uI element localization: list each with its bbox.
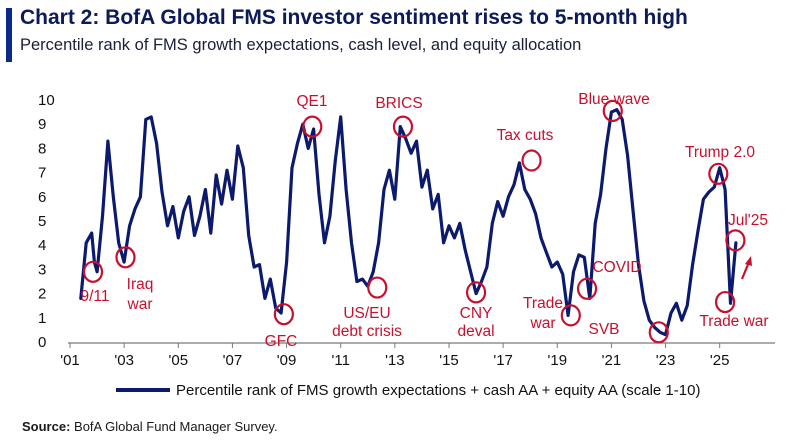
- y-tick-label: 9: [38, 116, 46, 133]
- annotation-circle: [725, 229, 746, 252]
- y-tick-label: 6: [38, 189, 46, 206]
- up-arrow-icon: [740, 256, 752, 280]
- annotation-circle: [115, 246, 136, 269]
- annotation-label: debt crisis: [332, 323, 402, 340]
- annotation-label: Trade war: [699, 313, 768, 330]
- annotation-label: Trump 2.0: [685, 144, 755, 161]
- x-tick-label: '19: [547, 352, 567, 369]
- y-tick-label: 1: [38, 310, 46, 327]
- source-text: BofA Global Fund Manager Survey.: [74, 419, 278, 434]
- annotation-circle: [82, 260, 104, 283]
- annotation-labels: 9/11 Iraq war GFC QE1 US/EU debt crisis …: [80, 91, 768, 350]
- annotation-label: Trade: [523, 295, 563, 312]
- x-tick-label: '05: [169, 352, 189, 369]
- annotation-label: US/EU: [343, 305, 390, 322]
- series-line: [79, 108, 738, 337]
- chart-subtitle: Percentile rank of FMS growth expectatio…: [20, 36, 582, 54]
- y-tick-label: 5: [38, 213, 46, 230]
- y-tick-label: 3: [38, 261, 46, 278]
- annotation-label: Tax cuts: [497, 127, 554, 144]
- annotation-label: Blue wave: [578, 91, 650, 108]
- x-tick-label: '15: [439, 352, 459, 369]
- x-tick-label: '21: [602, 352, 622, 369]
- chart-title: Chart 2: BofA Global FMS investor sentim…: [20, 6, 688, 29]
- annotation-circle: [602, 99, 623, 122]
- x-tick-label: '13: [385, 352, 405, 369]
- annotation-label: SVB: [588, 321, 619, 338]
- title-accent-bar: [6, 8, 12, 62]
- y-axis: 0 1 2 3 4 5 6 7 8 9 10: [38, 92, 55, 351]
- y-tick-label: 0: [38, 334, 46, 351]
- annotation-circle: [560, 304, 581, 327]
- y-tick-label: 2: [38, 286, 46, 303]
- annotation-circle: [302, 115, 323, 138]
- x-tick-label: '07: [223, 352, 243, 369]
- x-tick-label: '01: [60, 352, 80, 369]
- annotation-circle: [708, 162, 729, 185]
- annotation-circle: [392, 115, 414, 138]
- annotation-label: QE1: [296, 93, 327, 110]
- annotation-label: COVID: [592, 259, 641, 276]
- annotation-circle: [465, 281, 487, 304]
- series-group: [79, 108, 738, 337]
- annotation-circle: [648, 321, 669, 344]
- x-tick-label: '11: [331, 352, 349, 369]
- y-tick-label: 4: [38, 237, 46, 254]
- annotation-circle: [576, 277, 598, 300]
- x-tick-label: '09: [277, 352, 297, 369]
- annotation-label: deval: [457, 323, 494, 340]
- annotation-label: war: [127, 296, 153, 313]
- annotation-label: CNY: [460, 305, 493, 322]
- annotation-label: Jul'25: [728, 212, 768, 229]
- annotation-circle: [521, 149, 542, 172]
- annotation-circle: [273, 303, 294, 326]
- source-note: Source: BofA Global Fund Manager Survey.: [22, 419, 278, 434]
- x-tick-label: '17: [493, 352, 513, 369]
- annotation-label: war: [530, 315, 556, 332]
- annotation-circle: [367, 276, 388, 299]
- y-tick-label: 8: [38, 140, 46, 157]
- legend-label: Percentile rank of FMS growth expectatio…: [176, 382, 700, 399]
- x-axis: '01 '03 '05 '07 '09 '11 '13 '15 '17 '19 '21 '23 '25: [60, 343, 729, 369]
- legend: Percentile rank of FMS growth expectatio…: [116, 382, 700, 399]
- annotation-label: Iraq: [127, 276, 154, 293]
- annotation-circles: [82, 99, 746, 344]
- source-label: Source:: [22, 419, 71, 434]
- y-tick-label: 7: [38, 165, 46, 182]
- annotation-label: 9/11: [80, 288, 109, 305]
- x-tick-label: '25: [710, 352, 730, 369]
- x-tick-label: '03: [114, 352, 134, 369]
- annotation-label: GFC: [265, 333, 298, 350]
- x-tick-label: '23: [656, 352, 676, 369]
- annotation-circle: [715, 290, 736, 314]
- y-tick-label: 10: [38, 92, 55, 109]
- annotation-label: BRICS: [375, 95, 422, 112]
